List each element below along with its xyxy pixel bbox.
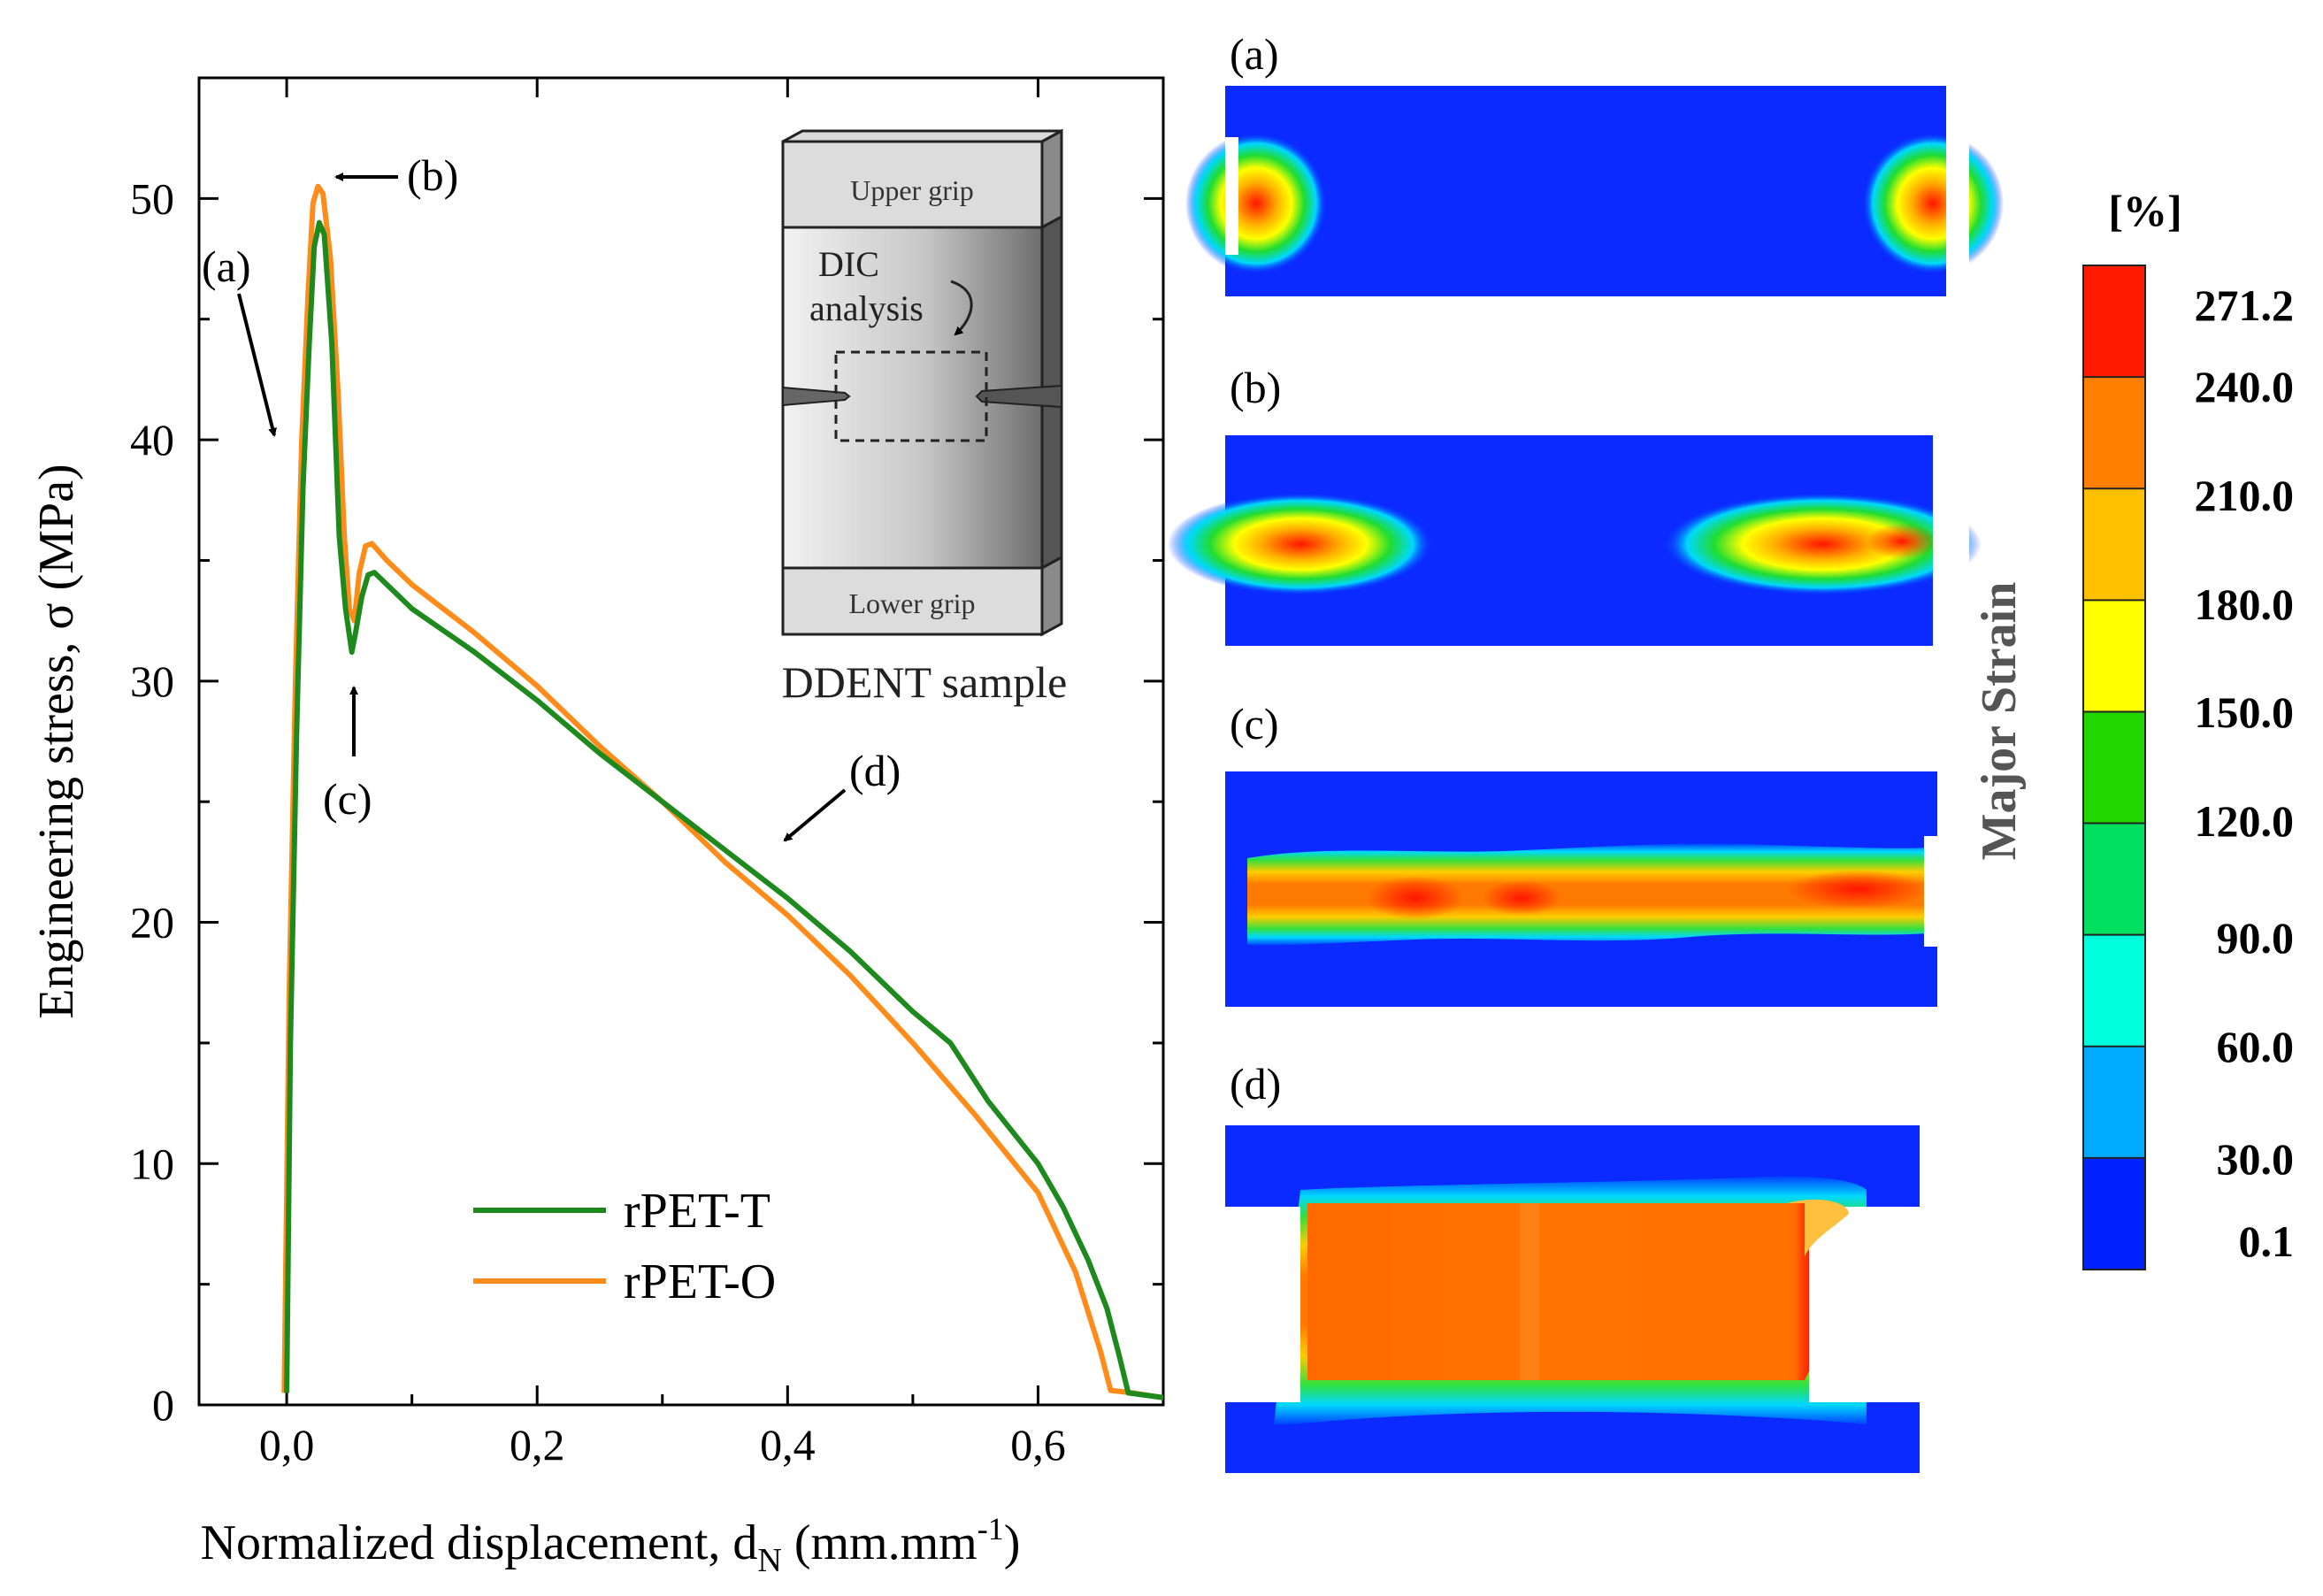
y-tick-label: 50 (130, 173, 174, 223)
inset-caption: DDENT sample (782, 657, 1068, 707)
ddent-sample-inset: Upper grip DIC analysis Lower grip DDENT… (781, 128, 1068, 707)
colorbar-tick-label: 120.0 (2195, 796, 2295, 846)
annotation-a-arrow (237, 293, 277, 437)
colorbar-ticks: 271.2 240.0 210.0 180.0 150.0 120.0 90.0 60.0 30… (2083, 280, 2294, 1266)
right-notch (975, 384, 1062, 409)
series-line-rpet-o (281, 183, 1163, 1400)
dic-arrow (950, 280, 973, 336)
annotation-c: (c) (323, 774, 372, 824)
colorbar-bands (2083, 265, 2145, 1270)
legend-label-rpet-t: rPET-T (624, 1184, 770, 1239)
strain-map-c (1225, 771, 1969, 1007)
stress-displacement-chart: 0,0 0,2 0,4 0,6 0 10 20 30 40 50 Normalized disp… (29, 76, 1165, 1579)
colorbar-tick-label: 210.0 (2195, 471, 2295, 520)
legend: rPET-T rPET-O (473, 1184, 776, 1309)
series-layer (281, 183, 1163, 1400)
x-axis-label: Normalized displacement, dN (mm.mm-1) (201, 1511, 1021, 1579)
colorbar-tick-label: 271.2 (2195, 280, 2295, 330)
left-notch (782, 386, 851, 407)
colorbar-band (2083, 934, 2145, 1047)
dic-region (834, 350, 988, 442)
upper-grip-top (782, 129, 1062, 143)
strain-maps: (a) (b) (c) (d) (1168, 29, 2294, 1473)
strain-map-b (1168, 435, 1982, 646)
colorbar-band (2083, 823, 2145, 936)
panel-label-d: (d) (1230, 1059, 1281, 1109)
colorbar-frame (2082, 265, 2146, 1270)
annotation-a: (a) (202, 242, 251, 291)
colorbar-tick-label: 180.0 (2195, 579, 2295, 629)
colorbar-band (2083, 1157, 2145, 1270)
panel-label-a: (a) (1230, 29, 1279, 79)
legend-label-rpet-o: rPET-O (624, 1255, 776, 1309)
dic-label-line1: DIC (818, 244, 879, 284)
colorbar-tick-label: 240.0 (2195, 362, 2295, 411)
strain-map-a (1185, 86, 2004, 296)
x-tick-label: 0,2 (510, 1420, 565, 1469)
colorbar-band (2083, 488, 2145, 601)
x-tick-label: 0,0 (259, 1420, 315, 1469)
colorbar-tick-label: 90.0 (2217, 913, 2295, 963)
colorbar-tick-label: 0.1 (2239, 1216, 2295, 1266)
strain-map-d (1225, 1125, 1924, 1473)
lower-grip (781, 566, 1044, 636)
colorbar-band (2083, 1046, 2145, 1159)
x-tick-label: 0,4 (760, 1420, 816, 1469)
colorbar-band (2083, 265, 2145, 378)
colorbar-title: Major Strain (1972, 582, 2027, 861)
y-axis-label: Engineering stress, σ (MPa) (29, 464, 84, 1018)
colorbar-band (2083, 377, 2145, 489)
y-tick-label: 10 (130, 1139, 174, 1188)
annotation-d: (d) (849, 746, 901, 795)
upper-grip-label: Upper grip (850, 174, 974, 206)
colorbar: [%] Major Strain 271.2 240.0 210.0 180.0 150… (1972, 186, 2294, 1270)
y-tick-label: 0 (152, 1380, 174, 1430)
plot-frame (197, 76, 1165, 1407)
annotation-b: (b) (407, 150, 458, 200)
colorbar-tick-label: 60.0 (2217, 1022, 2295, 1071)
annotation-d-arrow (783, 788, 847, 842)
upper-grip (781, 140, 1044, 229)
colorbar-band (2083, 600, 2145, 712)
series-line-rpet-t (284, 219, 1163, 1400)
y-axis: 0 10 20 30 40 50 (130, 173, 1163, 1430)
colorbar-tick-label: 150.0 (2195, 687, 2295, 737)
upper-grip-side (1040, 128, 1063, 230)
dic-label-line2: analysis (809, 288, 924, 328)
panel-label-b: (b) (1230, 363, 1281, 412)
lower-grip-label: Lower grip (848, 587, 975, 619)
x-tick-label: 0,6 (1010, 1420, 1066, 1469)
lower-grip-side (1040, 555, 1063, 637)
panel-label-c: (c) (1230, 699, 1279, 748)
y-tick-label: 20 (130, 898, 174, 948)
colorbar-unit: [%] (2108, 186, 2181, 235)
x-axis: 0,0 0,2 0,4 0,6 (259, 78, 1165, 1469)
y-tick-label: 30 (130, 656, 174, 706)
y-tick-label: 40 (130, 415, 174, 464)
annotations: (a) (b) (c) (d) (202, 150, 901, 842)
colorbar-tick-label: 30.0 (2217, 1134, 2295, 1184)
colorbar-band (2083, 711, 2145, 825)
